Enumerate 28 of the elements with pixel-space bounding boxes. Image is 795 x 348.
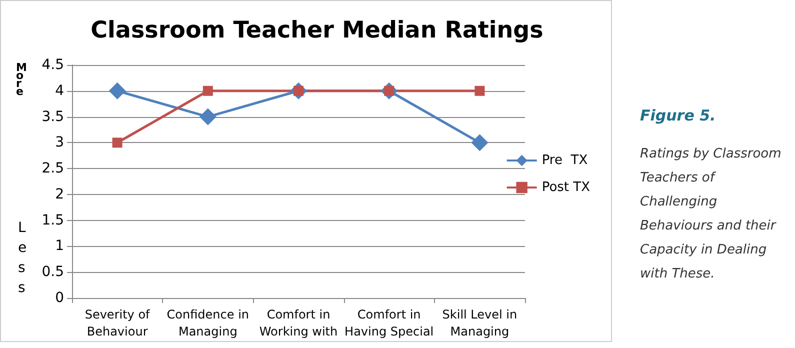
- text: More: [16, 61, 27, 98]
- legend-label: Post TX: [542, 180, 590, 195]
- caption: Figure 5.: [640, 106, 716, 124]
- y-tick-label: 3.5: [42, 108, 64, 125]
- y-tick-label: 1.5: [42, 212, 64, 228]
- x-tick-label: Comfort in Having Special: [344, 308, 434, 338]
- y-tick-label: 4.5: [42, 57, 64, 73]
- y-tick-label: 4: [55, 82, 64, 99]
- y-tick-label: 3: [55, 134, 64, 151]
- chart-title: Classroom Teacher Median Ratings: [90, 18, 544, 44]
- x-tick-label: Severity of Behaviour: [84, 308, 151, 338]
- x-tick-label: Skill Level in Managing: [442, 308, 518, 338]
- y-tick-label: 0: [55, 290, 64, 306]
- text: Less: [18, 220, 27, 296]
- point: [108, 82, 126, 100]
- point: [199, 108, 216, 126]
- point: [471, 134, 488, 152]
- legend-label: Pre TX: [542, 153, 588, 168]
- x-tick-label: Confidence in Managing: [166, 308, 250, 338]
- text: Ratings by Classroom Teachers of Challenging Behaviours and their Capacity in Dealing with These.: [640, 146, 786, 282]
- point: [202, 86, 213, 96]
- point: [112, 138, 122, 148]
- y-tick-label: 2.5: [42, 160, 64, 177]
- y-tick-label: 0.5: [42, 264, 64, 280]
- point: [474, 86, 485, 96]
- y-tick-label: 2: [55, 186, 64, 202]
- x-tick-label: Comfort in Working with: [259, 308, 338, 338]
- y-tick-label: 1: [55, 238, 64, 254]
